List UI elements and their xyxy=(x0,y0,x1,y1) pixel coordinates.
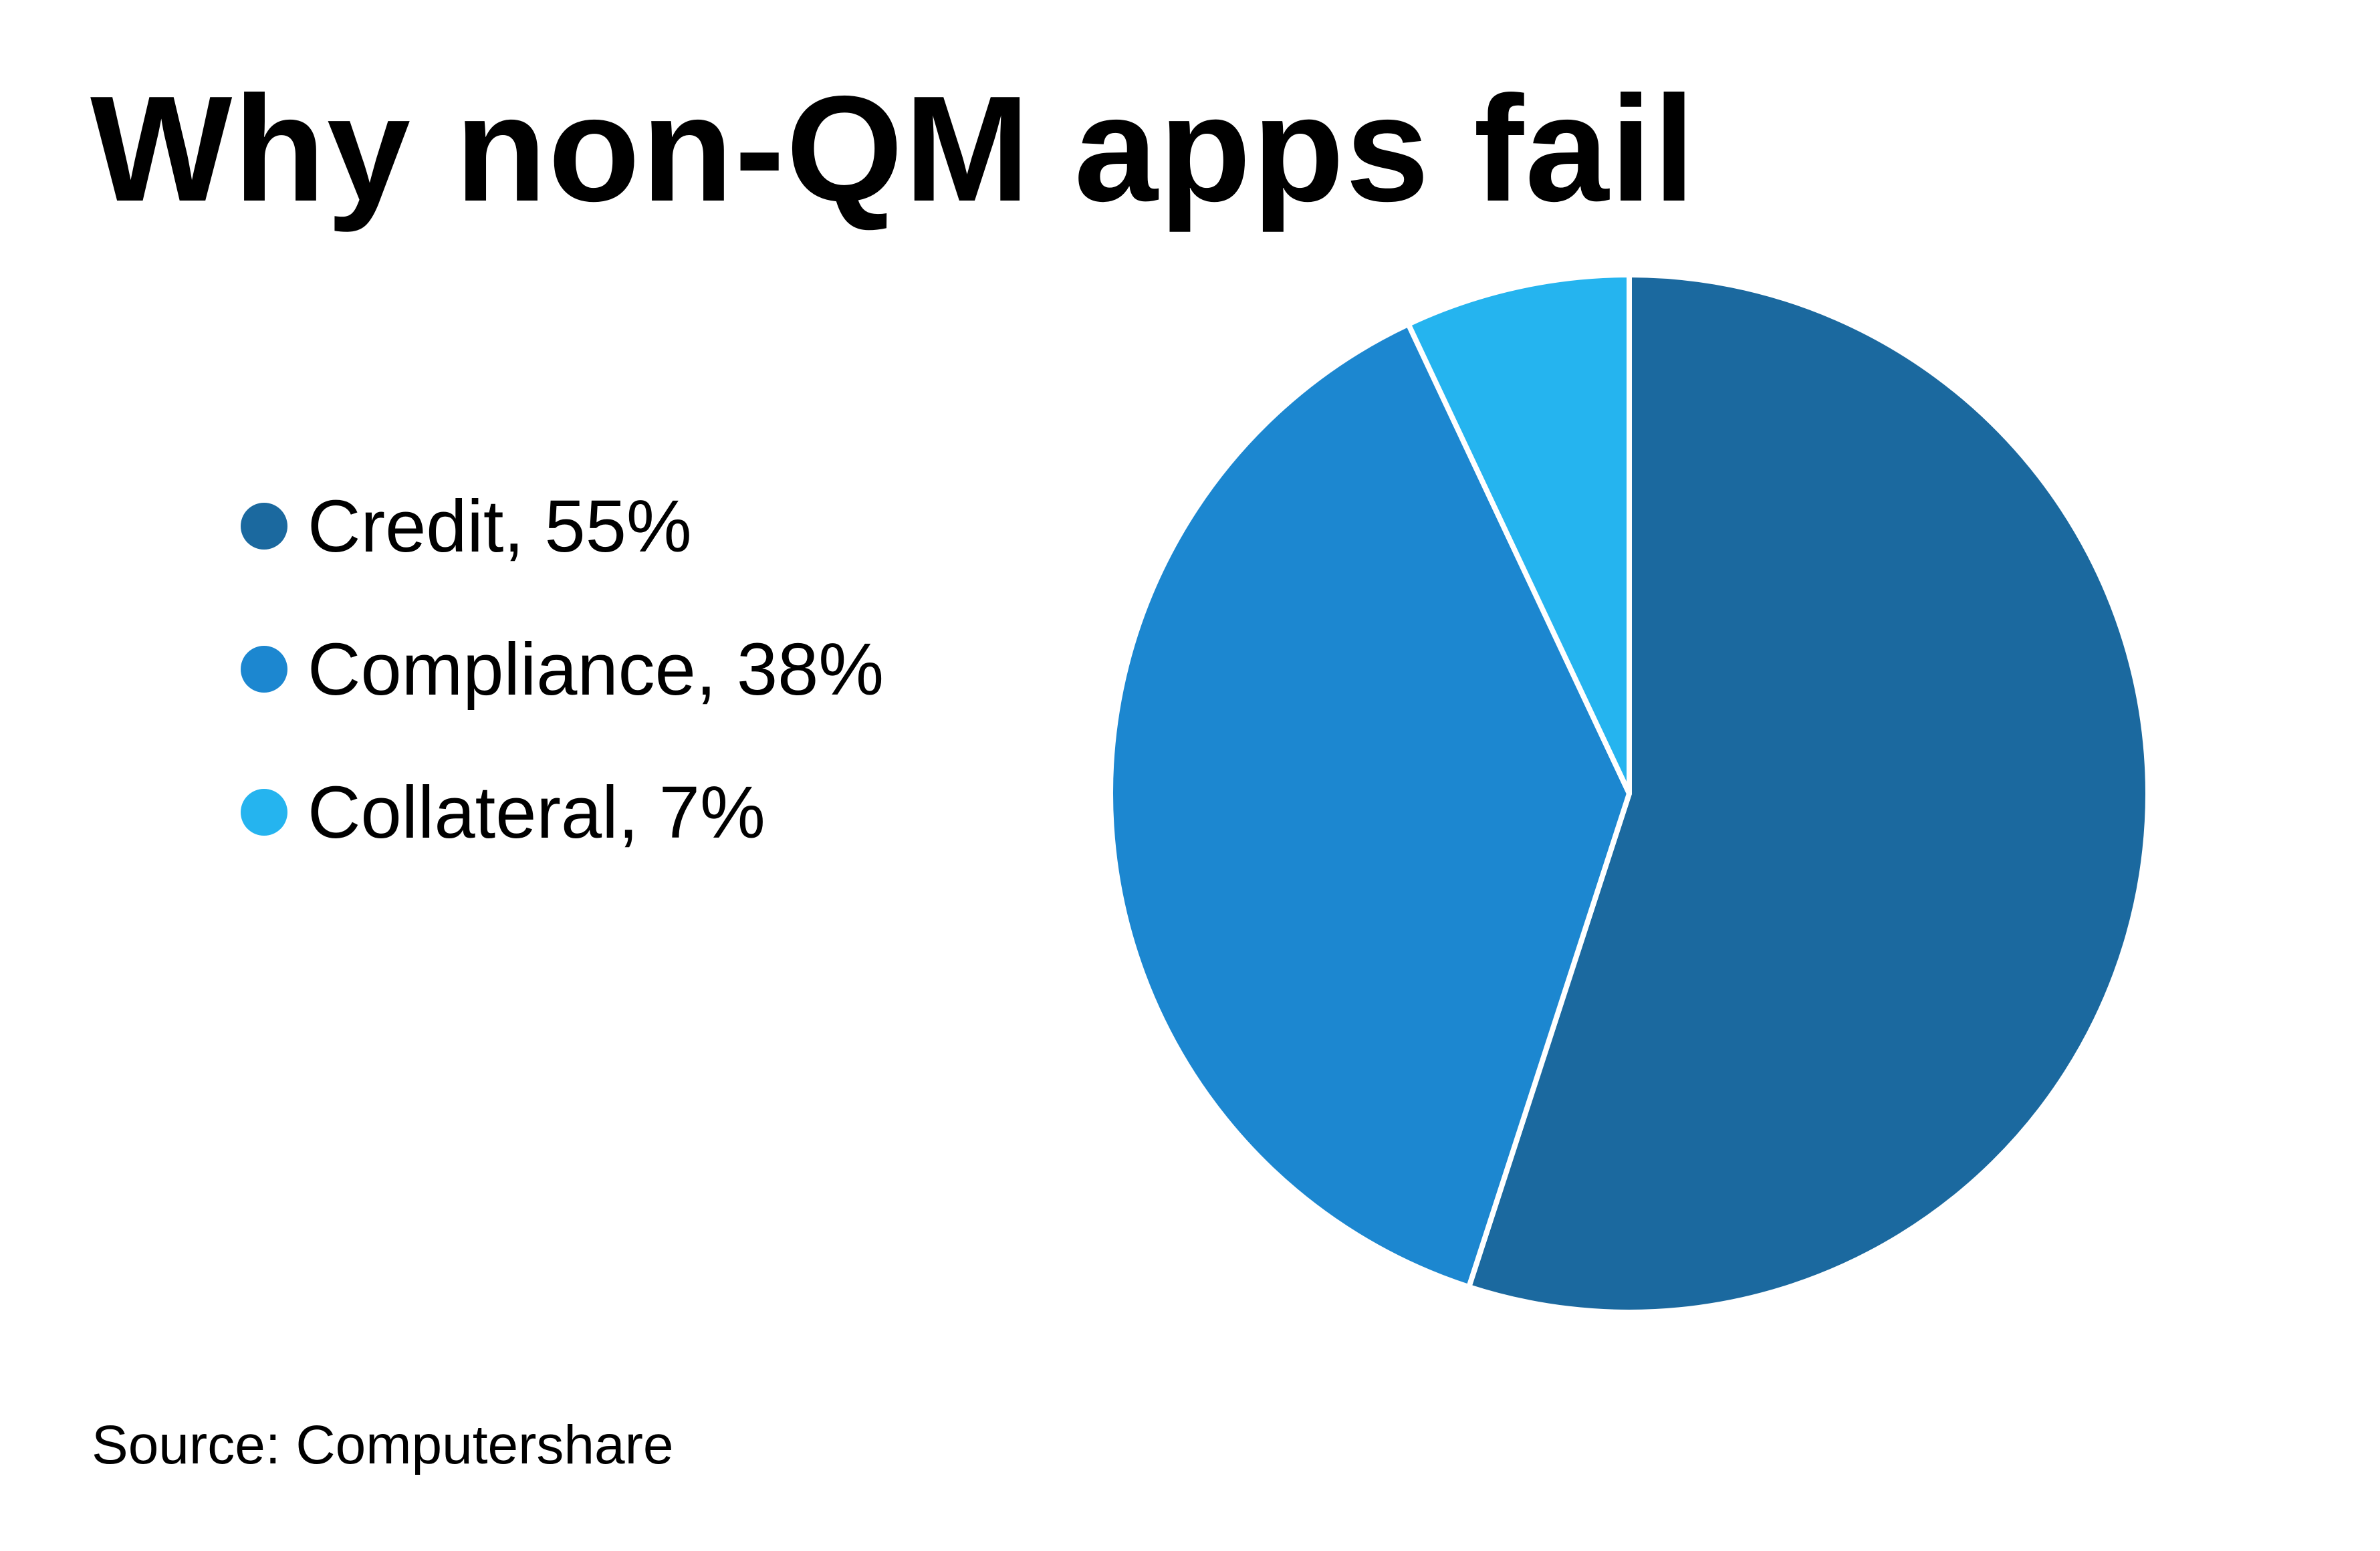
legend-dot-collateral xyxy=(241,789,287,836)
legend: Credit, 55% Compliance, 38% Collateral, … xyxy=(241,455,884,884)
legend-item-credit: Credit, 55% xyxy=(241,455,884,598)
chart-title: Why non-QM apps fail xyxy=(90,64,1697,233)
legend-label: Collateral, 7% xyxy=(308,771,765,854)
legend-item-compliance: Compliance, 38% xyxy=(241,598,884,741)
legend-dot-compliance xyxy=(241,646,287,693)
pie-slice-collateral xyxy=(1405,272,1632,796)
pie-slice-credit xyxy=(1466,272,2151,1315)
legend-item-collateral: Collateral, 7% xyxy=(241,741,884,884)
legend-label: Compliance, 38% xyxy=(308,628,884,711)
pie-slice-compliance xyxy=(1108,321,1632,1290)
source-note: Source: Computershare xyxy=(92,1415,674,1475)
legend-dot-credit xyxy=(241,503,287,550)
legend-label: Credit, 55% xyxy=(308,485,692,568)
